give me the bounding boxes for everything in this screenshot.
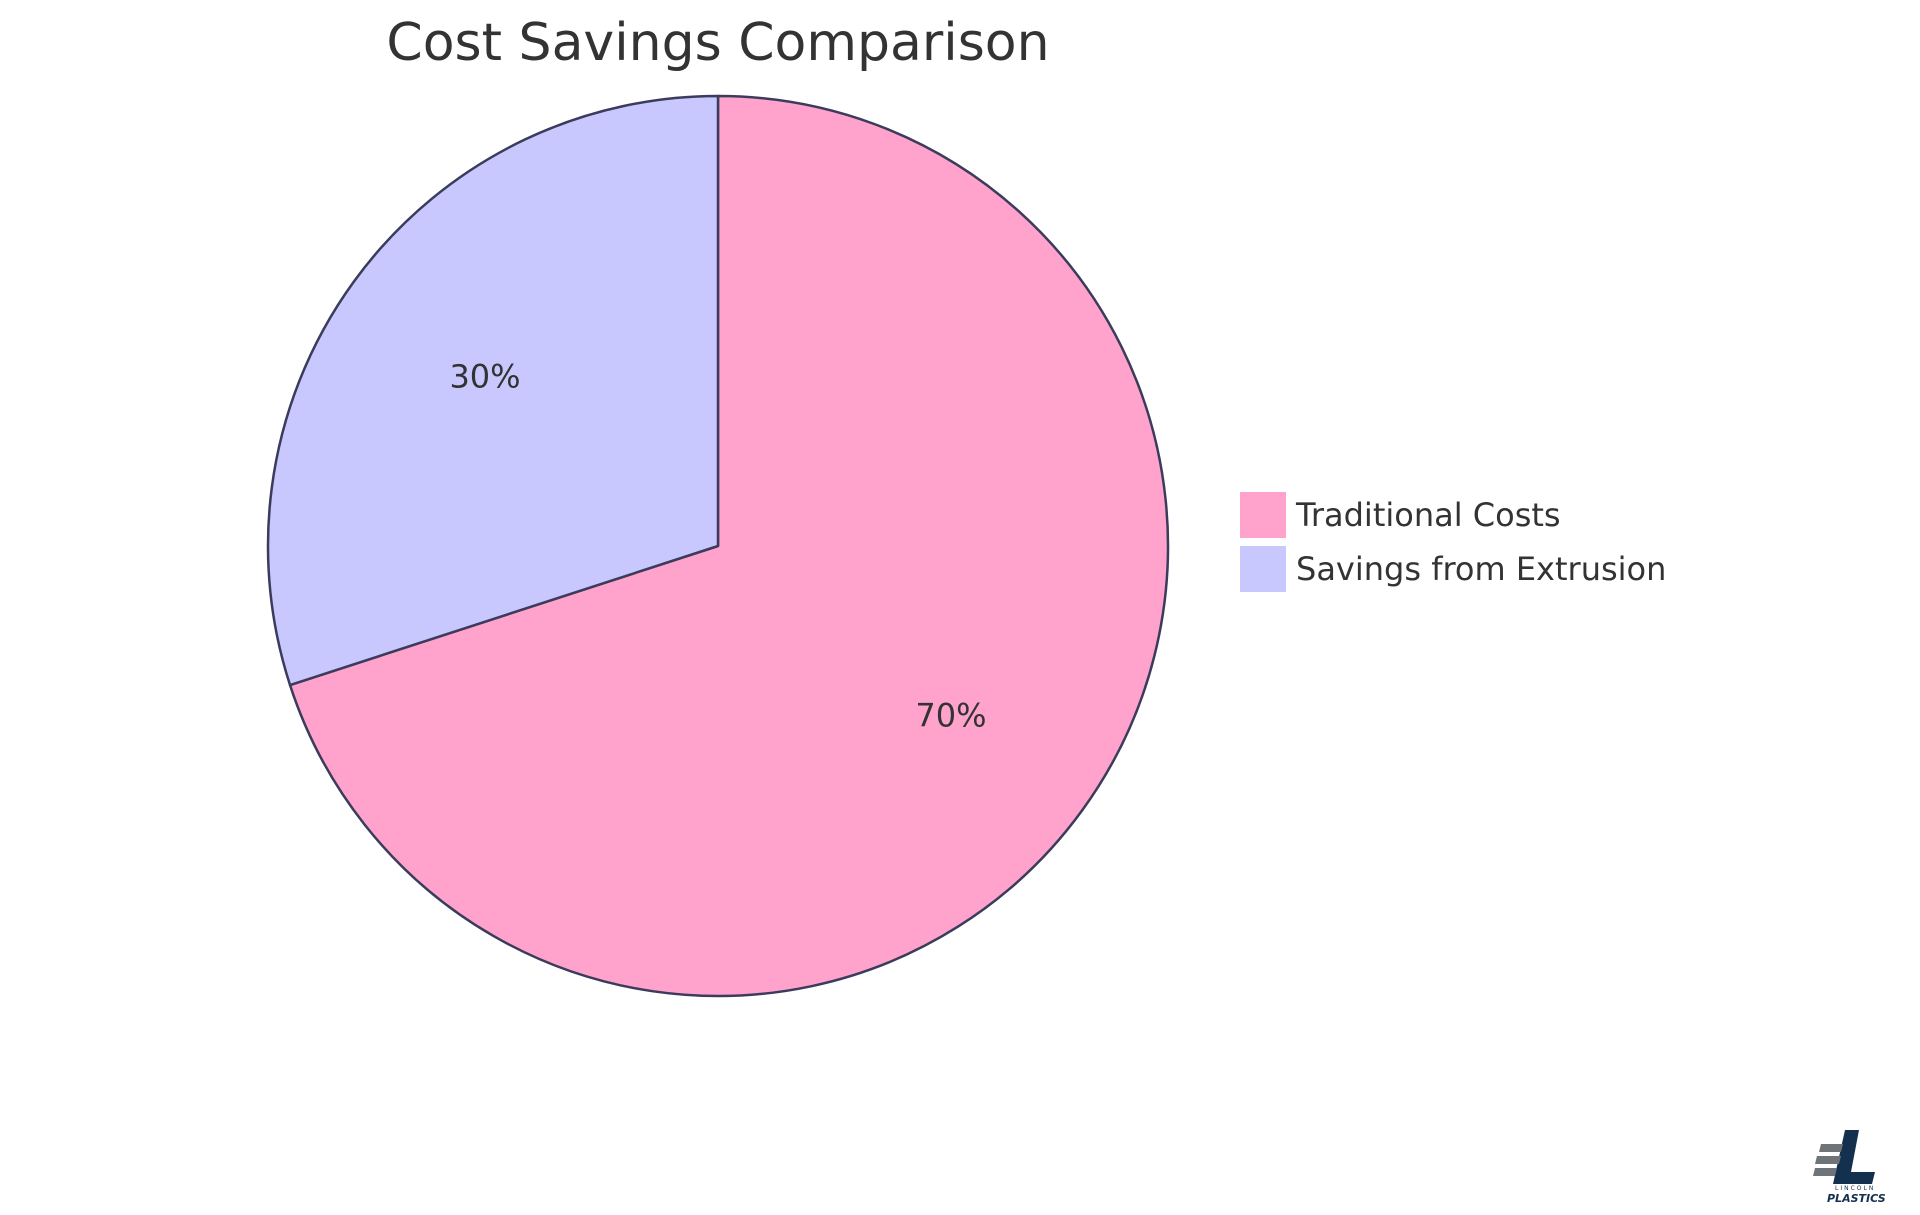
logo-stripe-1: [1819, 1144, 1843, 1152]
slice-label-1: 30%: [449, 358, 520, 396]
logo-bottom-text: PLASTICS: [1827, 1192, 1886, 1205]
logo-top-text: LINCOLN: [1835, 1185, 1875, 1192]
legend-label-1: Savings from Extrusion: [1296, 550, 1666, 588]
chart-legend: Traditional Costs Savings from Extrusion: [1240, 492, 1666, 592]
pie-slice-0: [288, 94, 1170, 998]
slice-label-0: 70%: [915, 696, 986, 734]
legend-swatch-0: [1240, 492, 1286, 538]
slice-labels: 70% 30%: [449, 358, 986, 735]
pie-slice-1: [266, 94, 720, 687]
chart-title: Cost Savings Comparison: [386, 13, 1049, 73]
company-logo: LINCOLN PLASTICS: [1813, 1130, 1886, 1205]
logo-l-mark: [1833, 1130, 1875, 1184]
logo-stripe-2: [1815, 1156, 1841, 1164]
legend-swatch-1: [1240, 546, 1286, 592]
pie-slices: [266, 94, 1170, 998]
legend-label-0: Traditional Costs: [1295, 496, 1561, 534]
logo-stripe-3: [1813, 1168, 1837, 1176]
